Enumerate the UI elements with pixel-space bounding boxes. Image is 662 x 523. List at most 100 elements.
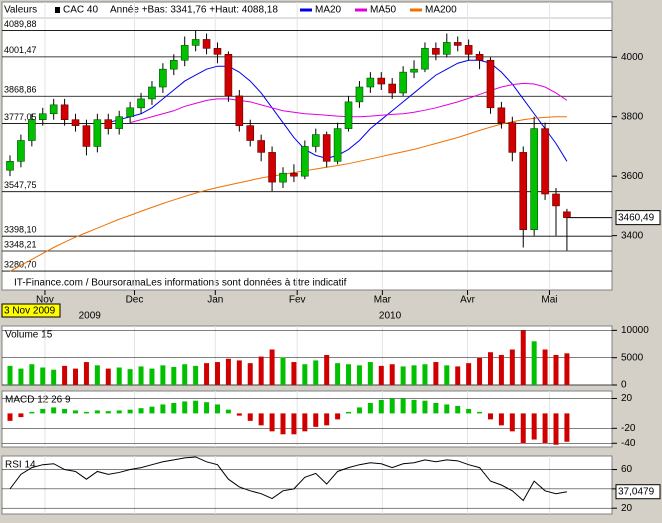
macd-bar (280, 413, 286, 435)
candle-body (202, 39, 211, 49)
level-label: 3398,10 (4, 225, 37, 235)
candle-body (126, 107, 134, 118)
macd-bar (455, 405, 461, 414)
candle-body (60, 104, 69, 120)
volume-bar (269, 349, 275, 385)
macd-bar (531, 413, 537, 440)
level-label: 3280,70 (4, 259, 37, 269)
volume-bar (29, 364, 35, 385)
date-label: 3 Nov 2009 (4, 306, 56, 317)
candle-body (311, 134, 320, 147)
candle-body (17, 140, 25, 162)
candle-body (563, 211, 571, 218)
macd-bar (520, 413, 526, 444)
volume-bar (149, 368, 155, 385)
macd-bar (367, 402, 373, 414)
macd-bar (324, 413, 330, 426)
candle-body (399, 71, 407, 94)
candle-body (366, 77, 375, 88)
macd-bar (291, 413, 297, 435)
candle-body (519, 152, 528, 230)
macd-bar (73, 410, 79, 414)
level-label: 3777,05 (4, 112, 37, 122)
macd-bar (62, 408, 68, 414)
candle-body (421, 48, 429, 70)
volume-bar (444, 365, 450, 385)
volume-bar (18, 368, 24, 385)
macd-bar (509, 413, 515, 432)
macd-bar (400, 398, 406, 414)
source: IT-Finance.com / BoursoramaLes informati… (14, 278, 347, 289)
volume-bar (356, 365, 362, 385)
price-panel (1, 1, 613, 291)
y-tick-label: 0 (621, 380, 627, 391)
volume-bar (204, 363, 210, 385)
volume-bar (509, 349, 515, 385)
macd-bar (564, 413, 570, 442)
volume-bar (160, 365, 166, 385)
volume-bar (378, 365, 384, 385)
candle-body (104, 119, 113, 129)
candle-body (355, 86, 364, 103)
volume-bar (400, 366, 406, 385)
candle-body (115, 116, 123, 129)
volume-bar (280, 357, 286, 385)
volume-bar (247, 363, 253, 385)
volume-bar (433, 362, 439, 385)
y-tick-label: 3800 (621, 111, 644, 122)
legend-label: MA200 (425, 5, 457, 16)
volume-bar (564, 353, 570, 385)
y-tick-label: -20 (621, 423, 636, 434)
y-tick-label: 4000 (621, 52, 644, 63)
y-tick-label: 60 (621, 464, 633, 475)
x-tick-label: Avr (460, 295, 475, 306)
candle-body (82, 125, 91, 147)
level-label: 3348,21 (4, 239, 37, 249)
candle-body (497, 107, 506, 123)
candle-body (257, 140, 265, 153)
macd-bar (51, 407, 57, 414)
macd-bar (378, 399, 384, 414)
candle-body (49, 104, 58, 115)
macd-bar (83, 411, 89, 414)
macd-bar (225, 409, 231, 414)
volume-bar (389, 364, 395, 385)
candle-body (333, 128, 342, 162)
volume-bar (51, 369, 57, 385)
candle-body (344, 101, 353, 129)
macd-bar (444, 404, 450, 414)
volume-bar (411, 365, 417, 385)
macd-bar (94, 410, 100, 414)
volume-bar (477, 357, 483, 385)
subtitle: Année +Bas: 3341,76 +Haut: 4088,18 (110, 5, 278, 16)
candle-body (180, 45, 189, 61)
candle-body (213, 48, 222, 55)
level-label: 3868,86 (4, 85, 37, 95)
y-tick-label: 10000 (621, 325, 649, 336)
level-label: 4001,47 (4, 45, 37, 55)
macd-bar (105, 411, 111, 414)
volume-bar (182, 364, 188, 385)
volume-bar (302, 364, 308, 385)
volume-bar (105, 368, 111, 385)
volume-bar (422, 364, 428, 385)
rsi-panel (1, 455, 613, 515)
candle-body (279, 172, 287, 183)
candle-body (93, 119, 102, 147)
candle-body (530, 128, 538, 230)
macd-bar (7, 413, 13, 421)
title: CAC 40 (63, 5, 98, 16)
candle-body (224, 54, 233, 97)
volume-bar (455, 366, 461, 385)
macd-bar (247, 413, 253, 421)
volume-bar (291, 362, 297, 385)
volume-bar (116, 367, 122, 385)
candle-body (148, 86, 156, 100)
macd-bar (171, 402, 177, 414)
candle-body (541, 128, 549, 195)
volume-bar (171, 366, 177, 385)
x-tick-label: Dec (126, 295, 144, 306)
candle-body (6, 161, 14, 171)
